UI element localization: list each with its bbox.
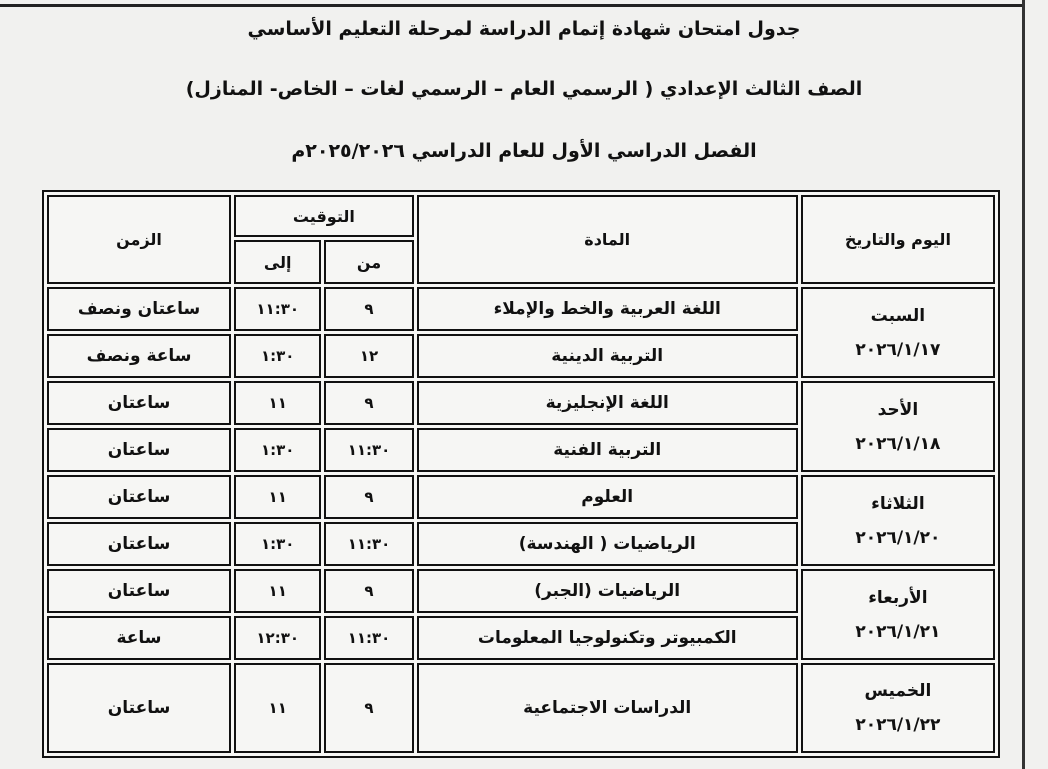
duration-cell: ساعة ونصف: [47, 334, 232, 378]
subject-cell: الكمبيوتر وتكنولوجيا المعلومات: [416, 616, 798, 660]
to-time-cell: ١١: [234, 475, 322, 519]
to-time-cell: ١١: [234, 381, 322, 425]
header-row: اليوم والتاريخ المادة التوقيت الزمن: [47, 195, 995, 284]
to-time-cell: ١١: [234, 663, 322, 753]
subject-cell: الرياضيات (الجبر): [416, 569, 798, 613]
document-subtitle-term: الفصل الدراسي الأول للعام الدراسي ٢٠٢٥/٢…: [291, 140, 757, 162]
table-row: التربية الدينية ١٢ ١:٣٠ ساعة ونصف: [47, 334, 995, 378]
duration-cell: ساعتان: [47, 663, 232, 753]
from-time-cell: ١٢: [324, 334, 414, 378]
table-row: السبت ٢٠٢٦/١/١٧ اللغة العربية والخط والإمل…: [47, 287, 995, 378]
to-time-cell: ١:٣٠: [234, 522, 322, 566]
day-date-cell: الثلاثاء ٢٠٢٦/١/٢٠: [800, 475, 995, 566]
exam-schedule-table: اليوم والتاريخ المادة التوقيت الزمن من إ…: [42, 190, 1000, 758]
day-name: الأحد: [877, 399, 919, 420]
from-time-cell: ١١:٣٠: [324, 616, 414, 660]
table-row: الكمبيوتر وتكنولوجيا المعلومات ١١:٣٠ ١٢:٣٠…: [47, 616, 995, 660]
document-title: جدول امتحان شهادة إتمام الدراسة لمرحلة ا…: [247, 18, 801, 40]
to-time-cell: ١٢:٣٠: [234, 616, 322, 660]
header-subject: المادة: [416, 195, 798, 284]
table-row: الأربعاء ٢٠٢٦/١/٢١ الرياضيات (الجبر) ٩ ١١ ساع…: [47, 569, 995, 660]
duration-cell: ساعتان: [47, 475, 232, 519]
from-time-cell: ٩: [324, 381, 414, 425]
subject-cell: اللغة العربية والخط والإملاء: [416, 287, 798, 331]
day-name: السبت: [870, 305, 926, 326]
day-date-cell: الأحد ٢٠٢٦/١/١٨: [800, 381, 995, 472]
duration-cell: ساعتان: [47, 522, 232, 566]
exam-date: ٢٠٢٦/١/١٨: [855, 433, 941, 454]
subject-cell: التربية الدينية: [416, 334, 798, 378]
from-time-cell: ٩: [324, 663, 414, 753]
table-row: الثلاثاء ٢٠٢٦/١/٢٠ العلوم ٩ ١١ ساعتان: [47, 475, 995, 566]
day-date-cell: السبت ٢٠٢٦/١/١٧: [800, 287, 995, 378]
duration-cell: ساعتان: [47, 381, 232, 425]
duration-cell: ساعتان: [47, 569, 232, 613]
to-time-cell: ١:٣٠: [234, 334, 322, 378]
right-border-line: [1022, 0, 1025, 769]
day-name: الأربعاء: [868, 587, 928, 608]
table-row: الأحد ٢٠٢٦/١/١٨ اللغة الإنجليزية ٩ ١١ ساعتان: [47, 381, 995, 472]
day-name: الثلاثاء: [871, 493, 925, 514]
subject-cell: الدراسات الاجتماعية: [416, 663, 798, 753]
table-row: الرياضيات ( الهندسة) ١١:٣٠ ١:٣٠ ساعتان: [47, 522, 995, 566]
exam-date: ٢٠٢٦/١/٢٢: [855, 715, 941, 735]
day-date-cell: الخميس ٢٠٢٦/١/٢٢: [800, 663, 995, 753]
subject-cell: الرياضيات ( الهندسة): [416, 522, 798, 566]
document-subtitle-grade: الصف الثالث الإعدادي ( الرسمي العام – ال…: [185, 78, 863, 100]
to-time-cell: ١:٣٠: [234, 428, 322, 472]
header-timing: التوقيت: [234, 195, 414, 237]
header-day-date: اليوم والتاريخ: [800, 195, 995, 284]
from-time-cell: ١١:٣٠: [324, 428, 414, 472]
duration-cell: ساعتان: [47, 428, 232, 472]
exam-date: ٢٠٢٦/١/٢١: [855, 621, 941, 642]
day-date-cell: الأربعاء ٢٠٢٦/١/٢١: [800, 569, 995, 660]
subject-cell: العلوم: [416, 475, 798, 519]
header-duration: الزمن: [47, 195, 232, 284]
header-subrow: من إلى: [47, 240, 995, 284]
exam-date: ٢٠٢٦/١/٢٠: [855, 527, 941, 548]
table-row: الخميس ٢٠٢٦/١/٢٢ الدراسات الاجتماعية ٩ ١١ ساع…: [47, 663, 995, 753]
duration-cell: ساعة: [47, 616, 232, 660]
subject-cell: اللغة الإنجليزية: [416, 381, 798, 425]
from-time-cell: ٩: [324, 569, 414, 613]
header-to: إلى: [234, 240, 322, 284]
from-time-cell: ٩: [324, 475, 414, 519]
from-time-cell: ١١:٣٠: [324, 522, 414, 566]
duration-cell: ساعتان ونصف: [47, 287, 232, 331]
day-name: الخميس: [864, 681, 932, 701]
from-time-cell: ٩: [324, 287, 414, 331]
exam-date: ٢٠٢٦/١/١٧: [855, 339, 941, 360]
to-time-cell: ١١: [234, 569, 322, 613]
header-from: من: [324, 240, 414, 284]
to-time-cell: ١١:٣٠: [234, 287, 322, 331]
table-row: التربية الفنية ١١:٣٠ ١:٣٠ ساعتان: [47, 428, 995, 472]
top-border-line: [0, 4, 1022, 7]
subject-cell: التربية الفنية: [416, 428, 798, 472]
